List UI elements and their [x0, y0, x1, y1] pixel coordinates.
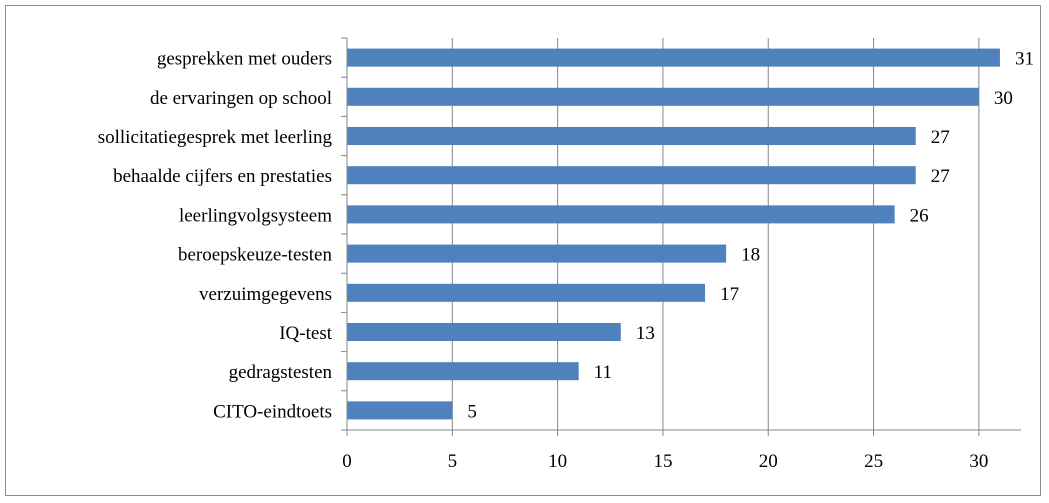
bar-8: [347, 322, 621, 342]
y-category-label: behaalde cijfers en prestaties: [113, 166, 332, 187]
y-category-label: gesprekken met ouders: [157, 49, 332, 70]
bars: [347, 48, 1000, 420]
bar-value-label: 18: [741, 245, 760, 266]
bar-value-label: 11: [594, 362, 612, 383]
x-tick-label-30: 30: [969, 451, 988, 472]
bar-value-label: 26: [910, 205, 929, 226]
y-category-label: leerlingvolgsysteem: [179, 205, 332, 226]
bar-6: [347, 244, 727, 263]
bar-value-label: 31: [1015, 49, 1034, 70]
bar-1: [347, 48, 1000, 67]
y-category-label: beroepskeuze-testen: [178, 245, 333, 266]
y-category-label: verzuimgegevens: [199, 284, 332, 305]
bar-value-label: 17: [720, 284, 739, 305]
bar-value-label: 13: [636, 323, 655, 344]
bar-2: [347, 87, 979, 106]
y-category-label: IQ-test: [279, 323, 332, 344]
bar-value-label: 30: [994, 88, 1013, 109]
x-tick-label-10: 10: [548, 451, 567, 472]
y-category-label: sollicitatiegesprek met leerling: [98, 127, 333, 148]
bar-10: [347, 401, 453, 420]
y-category-label: de ervaringen op school: [150, 88, 332, 109]
x-tick-label-0: 0: [342, 451, 352, 472]
bar-4: [347, 166, 916, 185]
bar-value-label: 27: [931, 127, 950, 148]
x-tick-label-20: 20: [759, 451, 778, 472]
y-category-label: CITO-eindtoets: [213, 401, 332, 422]
y-category-label: gedragstesten: [229, 362, 333, 383]
x-tick-label-25: 25: [864, 451, 883, 472]
bar-3: [347, 126, 916, 146]
x-tick-label-15: 15: [653, 451, 672, 472]
bar-5: [347, 205, 895, 224]
axes: [341, 37, 1021, 436]
bar-7: [347, 283, 706, 302]
bar-value-label: 5: [467, 401, 477, 422]
bar-value-label: 27: [931, 166, 950, 187]
bar-9: [347, 362, 579, 381]
x-tick-label-5: 5: [448, 451, 458, 472]
labels: 0 5 10 15 20 25 30 gesprekken met ouders 31 de er…: [98, 49, 1034, 472]
